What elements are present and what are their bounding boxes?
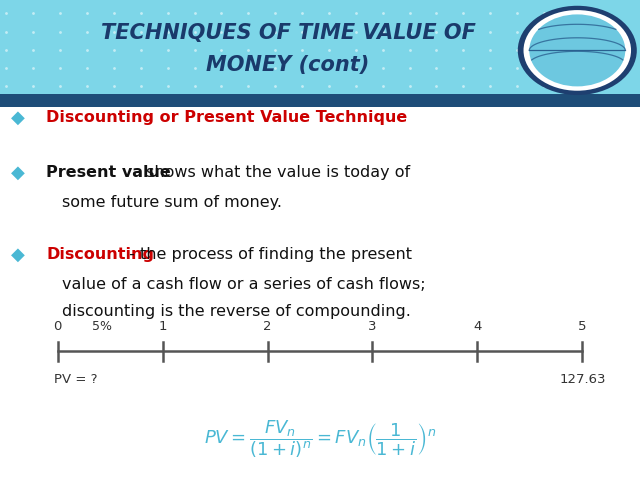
Text: 1: 1 [158,320,167,333]
Text: - the process of finding the present: - the process of finding the present [124,247,412,262]
Text: ◆: ◆ [11,108,25,127]
Text: $PV = \dfrac{FV_n}{(1 + i)^n} = FV_n\left(\dfrac{1}{1 + i}\right)^n$: $PV = \dfrac{FV_n}{(1 + i)^n} = FV_n\lef… [204,419,436,460]
Text: TECHNIQUES OF TIME VALUE OF: TECHNIQUES OF TIME VALUE OF [100,24,476,43]
Text: 5%: 5% [92,320,112,333]
Circle shape [529,14,625,86]
Text: 127.63: 127.63 [559,373,605,386]
Text: Discounting: Discounting [46,247,154,262]
Text: ◆: ◆ [11,245,25,264]
Bar [0,0,640,94]
Text: some future sum of money.: some future sum of money. [62,195,282,210]
Circle shape [524,10,631,91]
Text: 0: 0 [53,320,62,333]
Text: 2: 2 [263,320,272,333]
Text: 4: 4 [473,320,482,333]
Text: shows what the value is today of: shows what the value is today of [141,165,410,180]
Text: ◆: ◆ [11,164,25,182]
Text: value of a cash flow or a series of cash flows;: value of a cash flow or a series of cash… [62,276,426,292]
Bar [0,94,640,107]
Text: discounting is the reverse of compounding.: discounting is the reverse of compoundin… [62,303,411,319]
Circle shape [518,6,637,95]
Text: 3: 3 [368,320,377,333]
Text: Discounting or Present Value Technique: Discounting or Present Value Technique [46,110,407,125]
Text: MONEY (cont): MONEY (cont) [206,55,370,75]
Text: PV = ?: PV = ? [54,373,98,386]
Text: Present value: Present value [46,165,171,180]
Text: 5: 5 [578,320,587,333]
